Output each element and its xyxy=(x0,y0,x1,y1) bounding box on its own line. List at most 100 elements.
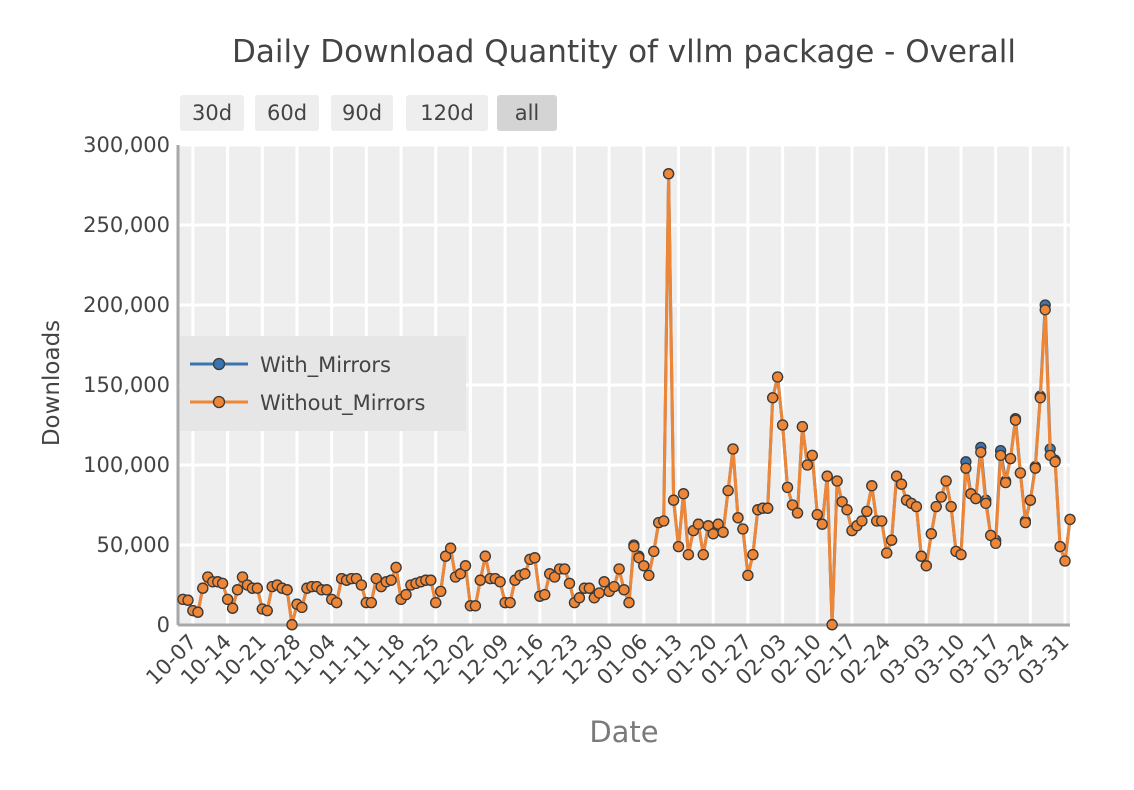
data-point[interactable] xyxy=(791,507,804,519)
data-point[interactable] xyxy=(1009,414,1022,426)
data-point[interactable] xyxy=(563,577,576,590)
data-point[interactable] xyxy=(960,462,972,474)
data-point[interactable] xyxy=(985,529,997,542)
data-point[interactable] xyxy=(831,475,843,487)
data-point[interactable] xyxy=(747,548,759,561)
data-point[interactable] xyxy=(221,593,234,606)
data-point[interactable] xyxy=(454,568,467,580)
data-point[interactable] xyxy=(717,526,729,538)
data-point[interactable] xyxy=(915,550,927,562)
data-point[interactable] xyxy=(1064,513,1076,526)
data-point[interactable] xyxy=(539,588,551,601)
data-point[interactable] xyxy=(231,584,244,596)
data-point[interactable] xyxy=(494,576,506,588)
data-point[interactable] xyxy=(816,518,828,530)
data-point[interactable] xyxy=(767,392,779,404)
data-point[interactable] xyxy=(945,500,957,513)
data-point[interactable] xyxy=(504,596,516,609)
data-point[interactable] xyxy=(479,550,491,562)
data-point[interactable] xyxy=(667,494,680,506)
data-point[interactable] xyxy=(529,552,541,564)
data-point[interactable] xyxy=(692,518,705,530)
data-point[interactable] xyxy=(435,585,447,598)
range-button-all[interactable]: all xyxy=(497,95,557,131)
data-point[interactable] xyxy=(400,588,412,601)
data-point[interactable] xyxy=(370,572,382,585)
data-point[interactable] xyxy=(885,534,898,546)
data-point[interactable] xyxy=(1029,462,1041,474)
data-point[interactable] xyxy=(648,545,660,558)
range-button-120d[interactable]: 120d xyxy=(406,95,488,131)
data-point[interactable] xyxy=(623,596,635,609)
data-point[interactable] xyxy=(707,528,719,540)
data-point[interactable] xyxy=(197,582,209,594)
data-point[interactable] xyxy=(474,574,486,586)
data-point[interactable] xyxy=(633,552,645,564)
data-point[interactable] xyxy=(935,491,947,503)
data-point[interactable] xyxy=(638,560,650,572)
data-point[interactable] xyxy=(801,459,814,471)
data-point[interactable] xyxy=(390,561,402,574)
data-point[interactable] xyxy=(994,449,1007,462)
data-point[interactable] xyxy=(990,537,1002,550)
data-point[interactable] xyxy=(697,548,709,561)
data-point[interactable] xyxy=(365,596,377,609)
data-point[interactable] xyxy=(881,547,893,559)
data-point[interactable] xyxy=(930,500,942,513)
data-point[interactable] xyxy=(836,496,848,508)
data-point[interactable] xyxy=(722,484,734,497)
data-point[interactable] xyxy=(672,540,685,553)
data-point[interactable] xyxy=(583,582,595,594)
data-point[interactable] xyxy=(1039,304,1051,316)
data-point[interactable] xyxy=(216,577,229,590)
data-point[interactable] xyxy=(1004,452,1017,465)
data-point[interactable] xyxy=(861,505,873,518)
data-point[interactable] xyxy=(548,571,561,583)
legend-item-with-mirrors[interactable]: With_Mirrors xyxy=(190,353,391,378)
data-point[interactable] xyxy=(856,515,868,527)
data-point[interactable] xyxy=(192,606,204,618)
data-point[interactable] xyxy=(732,512,744,524)
data-point[interactable] xyxy=(742,569,754,582)
data-point[interactable] xyxy=(658,515,670,527)
data-point[interactable] xyxy=(598,576,610,588)
range-button-30d[interactable]: 30d xyxy=(180,95,244,131)
data-point[interactable] xyxy=(796,420,809,433)
data-point[interactable] xyxy=(226,602,239,614)
data-point[interactable] xyxy=(573,592,586,604)
data-point[interactable] xyxy=(712,518,724,530)
data-point[interactable] xyxy=(920,560,932,572)
data-point[interactable] xyxy=(251,582,263,594)
data-point[interactable] xyxy=(355,579,368,591)
data-point[interactable] xyxy=(786,499,799,511)
data-point[interactable] xyxy=(876,515,888,527)
data-point[interactable] xyxy=(439,550,452,562)
data-point[interactable] xyxy=(613,563,625,575)
data-point[interactable] xyxy=(628,540,640,553)
data-point[interactable] xyxy=(1034,392,1046,404)
data-point[interactable] xyxy=(940,475,952,487)
data-point[interactable] xyxy=(806,449,818,462)
data-point[interactable] xyxy=(261,604,273,617)
data-point[interactable] xyxy=(727,443,739,455)
data-point[interactable] xyxy=(469,600,482,612)
data-point[interactable] xyxy=(385,574,397,586)
data-point[interactable] xyxy=(925,528,937,540)
data-point[interactable] xyxy=(321,584,333,596)
data-point[interactable] xyxy=(182,594,194,606)
data-point[interactable] xyxy=(762,502,774,514)
data-point[interactable] xyxy=(1054,540,1066,553)
data-point[interactable] xyxy=(955,548,967,561)
data-point[interactable] xyxy=(975,446,987,458)
data-point[interactable] xyxy=(895,478,908,490)
data-point[interactable] xyxy=(677,488,690,500)
data-point[interactable] xyxy=(682,548,695,561)
legend-item-without-mirrors[interactable]: Without_Mirrors xyxy=(190,391,425,416)
data-point[interactable] xyxy=(1014,467,1027,479)
data-point[interactable] xyxy=(1049,456,1061,468)
data-point[interactable] xyxy=(1019,516,1032,529)
data-point[interactable] xyxy=(980,497,992,510)
data-point[interactable] xyxy=(286,619,298,631)
data-point[interactable] xyxy=(281,584,293,596)
data-point[interactable] xyxy=(890,470,903,482)
